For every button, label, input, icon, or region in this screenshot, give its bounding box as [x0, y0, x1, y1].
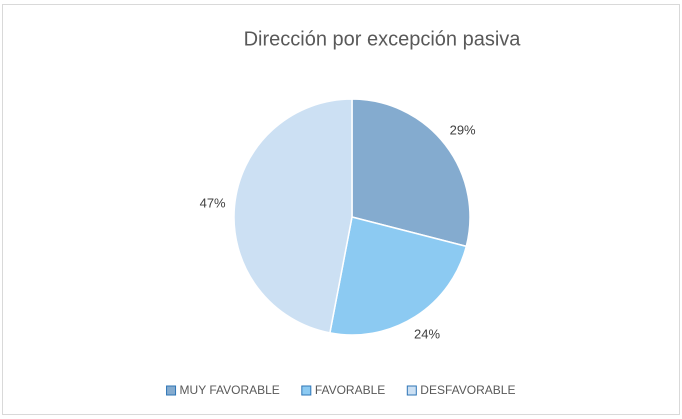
data-label: 29% — [450, 123, 476, 138]
legend-swatch — [406, 385, 417, 396]
pie-slice — [329, 216, 468, 336]
data-label: 47% — [200, 195, 226, 210]
pie-slice — [351, 98, 471, 248]
legend-swatch — [301, 385, 312, 396]
legend-swatch — [166, 385, 177, 396]
legend-label: FAVORABLE — [315, 383, 385, 397]
pie-slice — [233, 98, 353, 334]
data-label: 24% — [414, 327, 440, 342]
legend-label: MUY FAVORABLE — [180, 383, 280, 397]
chart-title: Dirección por excepción pasiva — [244, 28, 522, 50]
legend-label: DESFAVORABLE — [420, 383, 515, 397]
